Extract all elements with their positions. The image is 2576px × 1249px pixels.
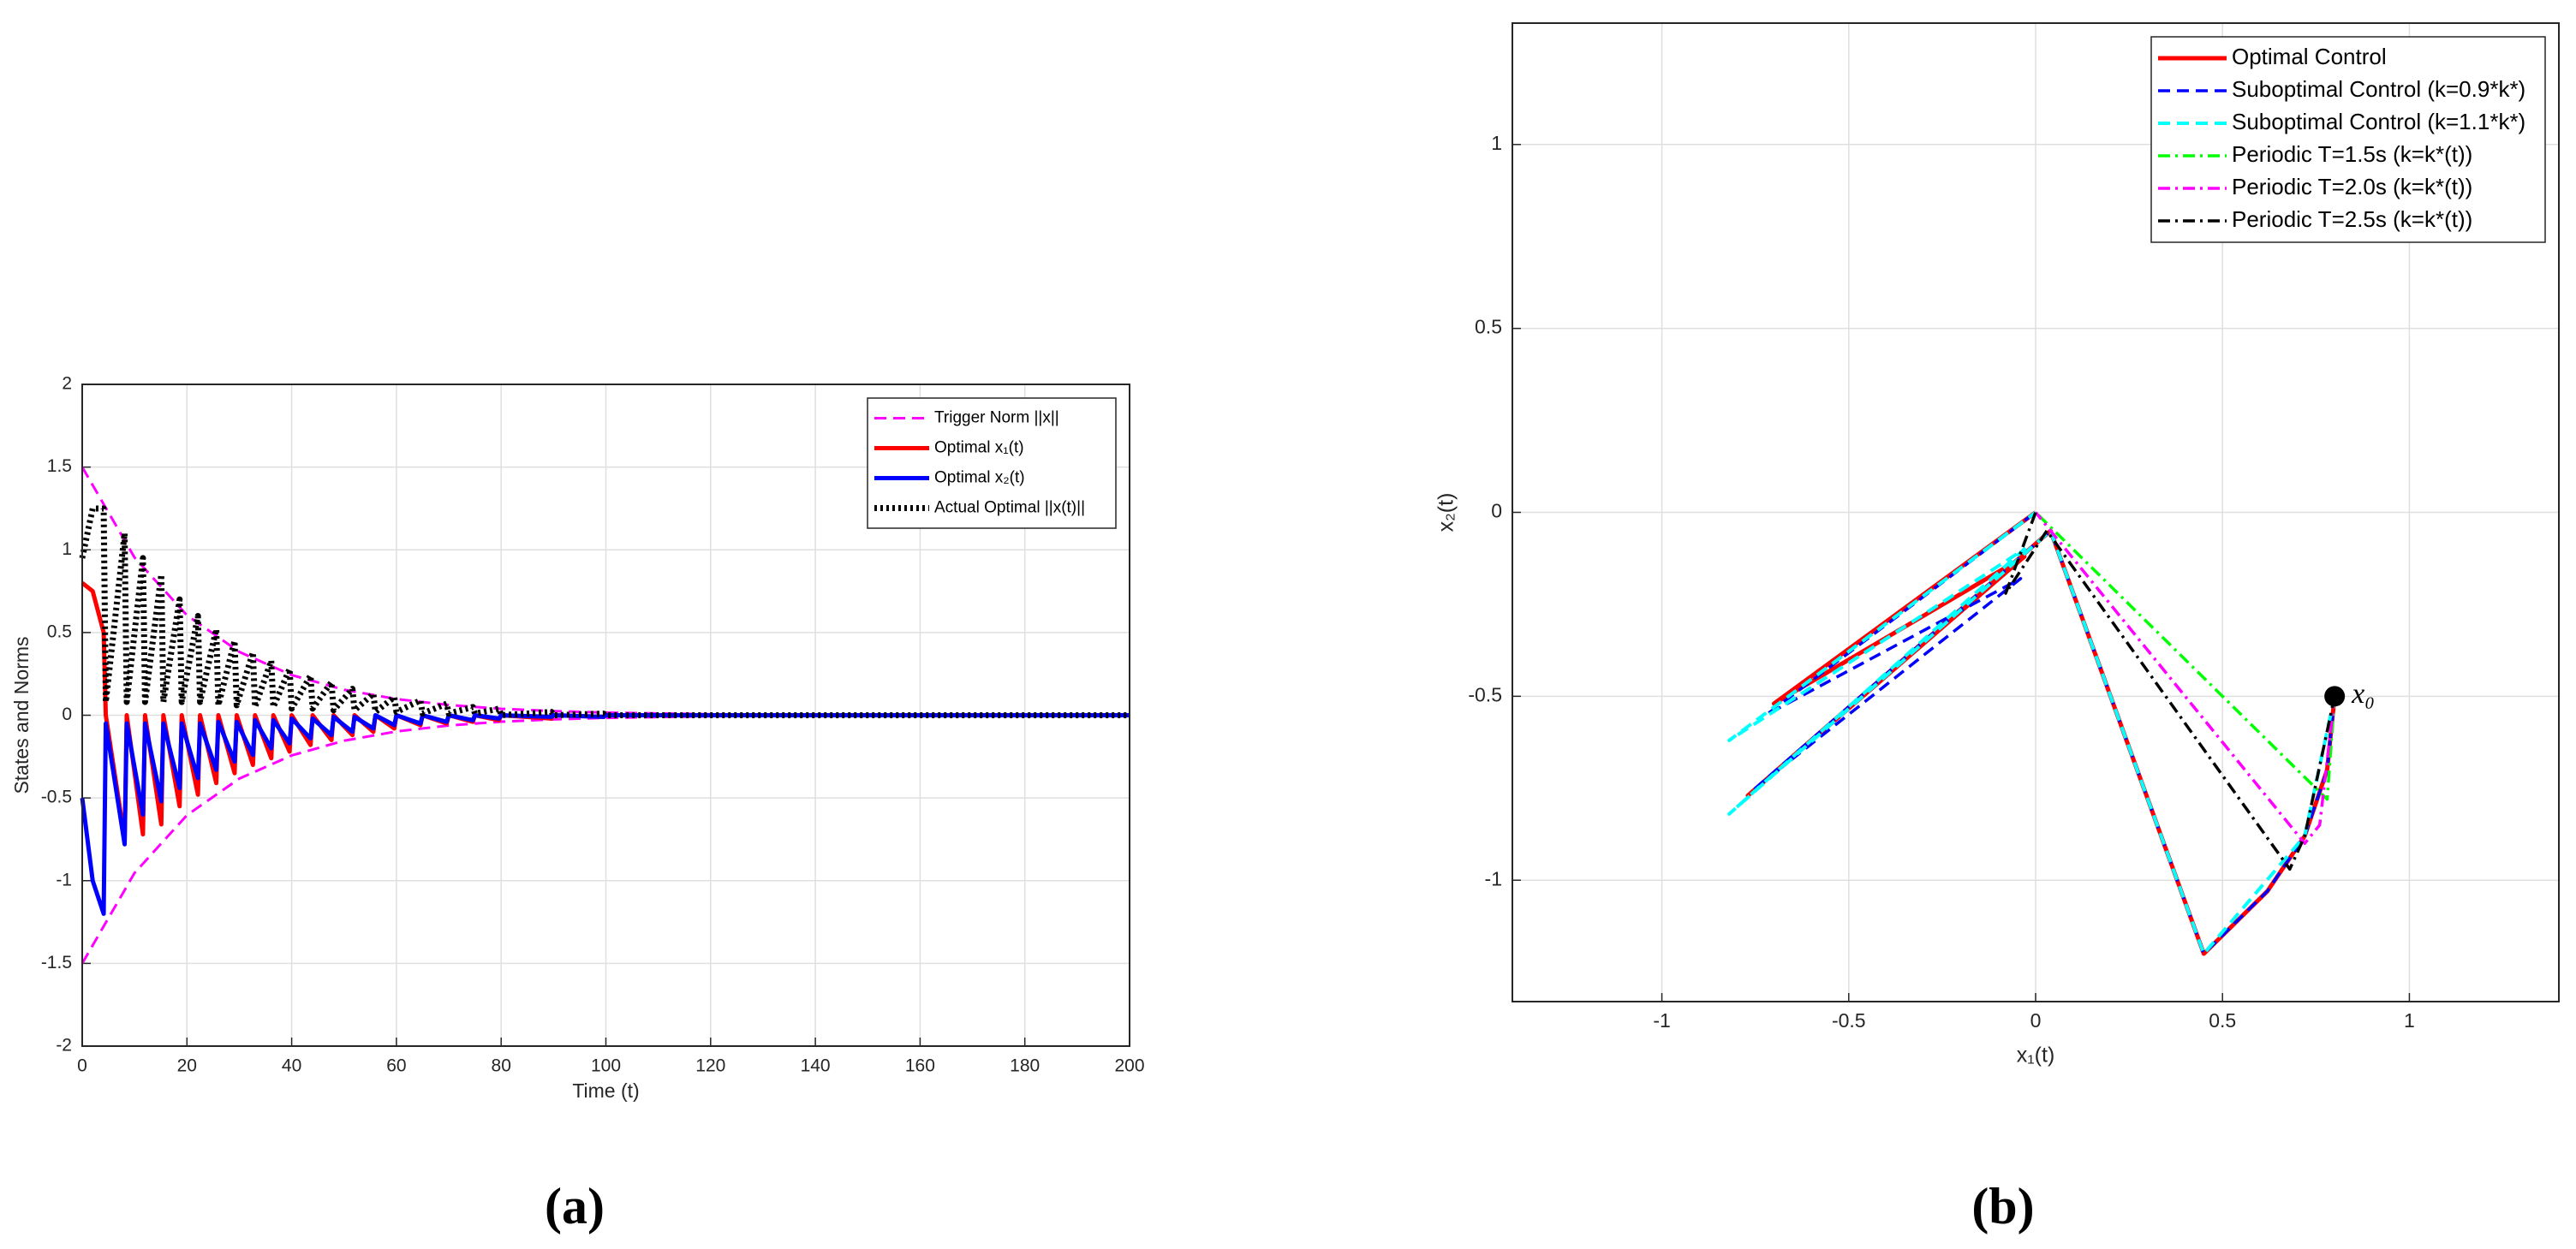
y-tick-label: 1 [62,539,72,559]
y-tick-label: -2 [56,1036,72,1056]
x-tick-label: 180 [1010,1056,1040,1076]
y-tick-label: 1.5 [47,456,72,476]
x-tick-label: -1 [1653,1009,1670,1032]
legend-label: Optimal Control [2232,44,2387,69]
legend-label: Periodic T=2.0s (k=k*(t)) [2232,174,2472,199]
x-tick-label: 140 [801,1056,831,1076]
x-tick-label: 160 [905,1056,935,1076]
x-tick-label: 1 [2404,1009,2415,1032]
y-axis-label: States and Norms [10,636,33,794]
series-line [2034,511,2336,845]
annotation-text: x₀ [2351,678,2375,710]
y-tick-label: 0 [62,705,72,724]
legend-label: Periodic T=1.5s (k=k*(t)) [2232,141,2472,167]
series-line [79,505,1130,718]
legend-label: Suboptimal Control (k=0.9*k*) [2232,76,2525,102]
y-tick-label: -1.5 [41,953,72,972]
y-tick-label: -1 [56,870,72,889]
y-tick-label: 1 [1491,132,1502,154]
x-tick-label: 20 [177,1056,197,1076]
legend-box [867,397,1117,529]
series-line [80,713,1130,916]
x-axis-label: x₁(t) [2017,1044,2055,1068]
y-tick-label: 2 [62,374,72,394]
x-tick-label: 0.5 [2209,1009,2236,1032]
legend-label: Optimal x₂(t) [934,469,1025,487]
x-tick-label: 40 [282,1056,301,1076]
caption: (a) [545,1178,605,1234]
legend-label: Actual Optimal ||x(t)|| [934,499,1085,517]
series-line-lower [80,714,1130,965]
annotation-point [2324,686,2346,707]
series-line [1753,511,2336,955]
x-axis-label: Time (t) [572,1079,639,1102]
legend-box [2150,36,2546,243]
x-tick-label: 120 [695,1056,725,1076]
series-line [2034,511,2336,801]
x-tick-label: 200 [1114,1056,1144,1076]
caption: (b) [1971,1178,2034,1234]
y-tick-label: 0.5 [1475,316,1502,338]
x-tick-label: 0 [77,1056,87,1076]
axes-frame [1512,22,2560,1002]
legend-label: Optimal x₁(t) [934,439,1024,457]
x-tick-label: 80 [492,1056,511,1076]
y-axis-label: x₂(t) [1434,493,1458,532]
x-tick-label: 0 [2030,1009,2042,1032]
x-tick-label: 100 [591,1056,621,1076]
y-tick-label: 0 [1491,500,1502,522]
series-line [1727,510,2337,956]
legend-label: Trigger Norm ||x|| [934,409,1059,427]
x-tick-label: -0.5 [1832,1009,1866,1032]
legend-label: Periodic T=2.5s (k=k*(t)) [2232,206,2472,232]
y-tick-label: -0.5 [41,788,72,807]
y-tick-label: 0.5 [47,622,72,641]
axes-frame [81,384,1130,1047]
y-tick-label: -0.5 [1468,683,1502,705]
y-tick-label: -1 [1485,867,1502,889]
legend-label: Suboptimal Control (k=1.1*k*) [2232,109,2525,134]
x-tick-label: 60 [386,1056,406,1076]
